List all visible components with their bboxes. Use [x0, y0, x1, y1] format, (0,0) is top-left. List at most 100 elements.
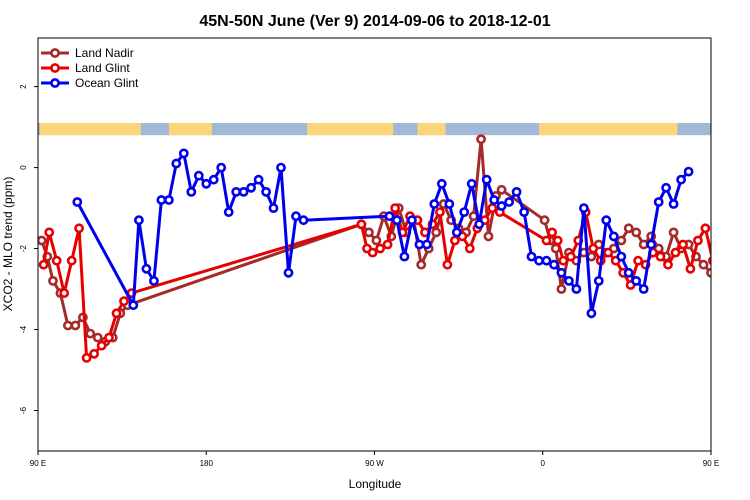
data-point: [623, 267, 634, 278]
data-point: [464, 243, 475, 254]
data-point: [141, 263, 152, 274]
data-point: [51, 255, 62, 266]
data-point: [38, 259, 49, 270]
data-point: [431, 227, 442, 238]
data-point: [678, 239, 688, 250]
data-point: [693, 235, 703, 246]
data-point: [593, 275, 604, 286]
series-layer: [38, 134, 711, 363]
data-point: [459, 207, 470, 217]
data-point: [549, 259, 559, 270]
data-point: [481, 174, 492, 185]
data-point: [104, 332, 114, 343]
data-point: [489, 195, 499, 205]
data-point: [444, 199, 455, 209]
data-point: [608, 231, 619, 242]
data-point: [706, 267, 711, 278]
legend-label: Land Nadir: [75, 46, 134, 60]
data-point: [416, 259, 427, 270]
data-point: [81, 352, 92, 363]
data-point: [363, 227, 374, 238]
data-point: [186, 186, 197, 197]
data-point: [63, 320, 73, 331]
data-point: [663, 259, 673, 270]
data-point: [700, 223, 711, 234]
data-point: [298, 215, 309, 226]
data-point: [496, 184, 507, 195]
data-point: [201, 178, 212, 189]
data-point: [541, 235, 552, 246]
data-point: [476, 134, 486, 145]
data-point: [449, 235, 460, 246]
data-point: [603, 247, 614, 258]
data-point: [661, 182, 671, 193]
data-point: [526, 251, 537, 262]
data-point: [208, 174, 219, 185]
data-point: [133, 215, 144, 226]
data-point: [434, 207, 445, 217]
land-band-4: [539, 123, 678, 136]
data-point: [474, 219, 485, 230]
data-point: [148, 275, 159, 286]
land-band-2: [307, 123, 394, 136]
data-point: [558, 255, 569, 266]
data-point: [496, 201, 507, 211]
data-point: [623, 223, 634, 234]
legend-swatch-marker: [50, 48, 60, 58]
legend-swatch-marker: [50, 63, 60, 73]
y-tick-label: -6: [19, 406, 28, 414]
data-point: [466, 178, 477, 189]
x-axis-label: Longitude: [349, 477, 402, 491]
data-point: [668, 227, 679, 238]
data-point: [89, 348, 99, 359]
data-point: [253, 174, 264, 185]
data-point: [534, 255, 544, 266]
data-point: [519, 207, 529, 217]
data-point: [223, 207, 234, 217]
legend-item: Ocean Glint: [41, 76, 139, 90]
data-point: [246, 182, 256, 193]
data-point: [676, 174, 686, 185]
data-point: [163, 195, 174, 205]
data-point: [92, 332, 103, 343]
data-point: [487, 203, 498, 213]
data-point: [70, 320, 81, 331]
data-point: [451, 227, 462, 238]
data-point: [391, 215, 402, 226]
data-point: [504, 197, 514, 207]
data-point: [119, 296, 129, 307]
chart-title: 45N-50N June (Ver 9) 2014-09-06 to 2018-…: [199, 13, 550, 30]
data-point: [668, 199, 679, 209]
data-point: [564, 275, 574, 286]
y-axis-ticks: 2 0 -2 -4 -6: [19, 84, 38, 414]
land-ocean-strip: [38, 123, 711, 136]
data-point: [268, 203, 279, 213]
y-tick-label: 0: [19, 165, 28, 170]
data-point: [547, 227, 557, 238]
data-point: [128, 300, 139, 311]
data-point: [421, 239, 432, 250]
data-point: [66, 255, 77, 266]
data-point: [653, 197, 664, 207]
x-tick-label: 180: [200, 459, 214, 468]
data-point: [382, 239, 393, 250]
data-point: [48, 275, 58, 286]
x-tick-label: 90 E: [703, 459, 719, 468]
data-point: [670, 247, 681, 258]
data-point: [291, 211, 301, 222]
data-point: [193, 170, 204, 181]
data-point: [261, 186, 271, 197]
data-point: [356, 219, 367, 230]
data-point: [633, 255, 643, 266]
data-point: [406, 215, 417, 226]
data-point: [616, 251, 627, 262]
series-1: [38, 203, 711, 363]
data-point: [638, 239, 649, 250]
data-point: [74, 223, 84, 234]
data-point: [429, 199, 440, 209]
data-point: [683, 166, 694, 177]
data-point: [216, 162, 227, 173]
data-point: [59, 288, 70, 298]
legend-item: Land Nadir: [41, 46, 134, 60]
